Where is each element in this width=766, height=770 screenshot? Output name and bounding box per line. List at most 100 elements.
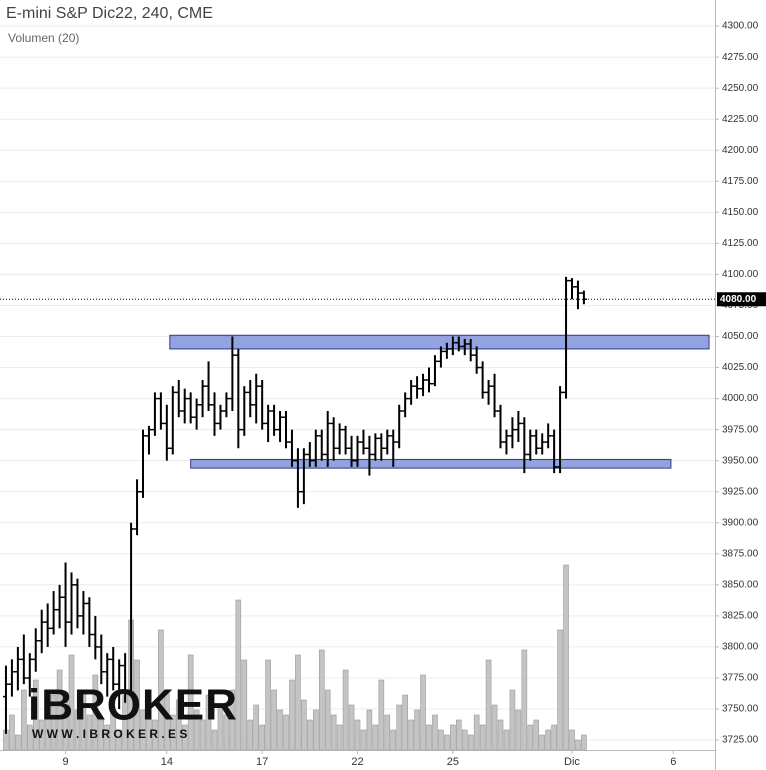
logo: iBROKER bbox=[28, 681, 238, 730]
volume-bar bbox=[38, 719, 45, 751]
volume-bar bbox=[312, 709, 319, 751]
volume-bar bbox=[360, 729, 367, 751]
y-tick-label: 4200.00 bbox=[722, 145, 759, 156]
volume-bar bbox=[503, 729, 510, 751]
volume-bar bbox=[80, 689, 87, 751]
volume-bar bbox=[402, 694, 408, 751]
y-tick-label: 3875.00 bbox=[722, 548, 759, 559]
x-tick-label: 17 bbox=[256, 756, 268, 768]
volume-bar bbox=[461, 729, 468, 751]
volume-bar bbox=[408, 719, 414, 751]
volume-bar bbox=[545, 729, 551, 751]
last-price-label: 4080.00 bbox=[720, 294, 757, 305]
volume-bar bbox=[74, 709, 81, 751]
volume-bar bbox=[116, 729, 122, 751]
volume-bar bbox=[56, 669, 63, 751]
volume-bar bbox=[253, 704, 260, 751]
volume-bar bbox=[301, 699, 307, 751]
x-tick-label: 25 bbox=[447, 756, 459, 768]
volume-bar bbox=[283, 714, 289, 751]
volume-bar bbox=[205, 694, 212, 751]
volume-bar bbox=[241, 659, 248, 751]
y-tick-label: 4300.00 bbox=[722, 21, 759, 32]
y-tick-label: 3750.00 bbox=[722, 704, 759, 715]
y-tick-label: 4000.00 bbox=[722, 393, 759, 404]
volume-bar bbox=[378, 679, 385, 751]
volume-bar bbox=[396, 704, 403, 751]
volume-bar bbox=[21, 689, 27, 751]
volume-bar bbox=[307, 719, 313, 751]
volume-bar bbox=[199, 719, 206, 751]
volume-bar bbox=[497, 719, 504, 751]
volume-bar bbox=[527, 724, 534, 751]
x-tick-label: 6 bbox=[670, 756, 676, 768]
volume-bar bbox=[426, 724, 432, 751]
y-tick-label: 4175.00 bbox=[722, 176, 759, 187]
y-tick-label: 4025.00 bbox=[722, 362, 759, 373]
volume-bar bbox=[247, 719, 254, 751]
volume-bar bbox=[259, 724, 265, 751]
volume-bar bbox=[384, 714, 391, 751]
volume-bar bbox=[44, 704, 51, 751]
volume-bar bbox=[354, 719, 361, 751]
volume-bar bbox=[330, 714, 337, 751]
volume-bar bbox=[158, 629, 164, 751]
y-tick-label: 3950.00 bbox=[722, 455, 759, 466]
volume-bar bbox=[211, 729, 218, 751]
volume-bar bbox=[289, 679, 295, 751]
volume-bar bbox=[450, 724, 456, 751]
volume-bar bbox=[152, 719, 158, 751]
price-layer bbox=[0, 276, 715, 734]
volume-bar bbox=[491, 704, 498, 751]
volume-bar bbox=[521, 649, 528, 751]
y-tick-label: 3900.00 bbox=[722, 517, 759, 528]
volume-bar bbox=[68, 654, 75, 751]
zones-layer bbox=[169, 334, 710, 469]
chart-title: E-mini S&P Dic22, 240, CME bbox=[6, 5, 213, 22]
volume-bar bbox=[366, 709, 373, 751]
volume-bar bbox=[390, 729, 397, 751]
volume-bar bbox=[539, 734, 546, 751]
volume-bar bbox=[277, 709, 283, 751]
volume-bar bbox=[169, 714, 176, 751]
volume-bar bbox=[26, 724, 33, 751]
volume-bar bbox=[265, 659, 271, 751]
x-tick-label: Dic bbox=[564, 756, 580, 768]
volume-bar bbox=[432, 714, 438, 751]
volume-bar bbox=[575, 739, 581, 751]
volume-bar bbox=[581, 734, 587, 751]
volume-bar bbox=[32, 679, 39, 751]
volume-bar bbox=[86, 714, 93, 751]
volume-bar bbox=[342, 669, 349, 751]
volume-bar bbox=[318, 649, 325, 751]
volume-bar bbox=[420, 674, 426, 751]
logo-url: W W W . I B R O K E R . E S bbox=[32, 727, 187, 741]
volume-bar bbox=[485, 659, 492, 751]
volume-bar bbox=[235, 599, 242, 751]
volume-bar bbox=[295, 654, 301, 751]
volume-bar bbox=[372, 724, 379, 751]
volume-bar bbox=[533, 719, 540, 751]
x-tick-label: 14 bbox=[161, 756, 173, 768]
volume-bar bbox=[181, 724, 188, 751]
volume-bar bbox=[223, 714, 230, 751]
volume-bar bbox=[134, 659, 140, 751]
volume-bar bbox=[414, 709, 420, 751]
axis-layer: 3725.00 3750.00 3775.00 3800.00 3825.00 3850.… bbox=[62, 21, 766, 768]
volume-bar bbox=[175, 699, 182, 751]
chart-subtitle: Volumen (20) bbox=[8, 31, 79, 45]
volume-bar bbox=[336, 724, 343, 751]
volume-bar bbox=[515, 709, 522, 751]
volume-bar bbox=[50, 694, 57, 751]
volume-bar bbox=[563, 564, 569, 751]
y-tick-label: 4250.00 bbox=[722, 83, 759, 94]
volume-bar bbox=[455, 719, 462, 751]
y-tick-label: 4225.00 bbox=[722, 114, 759, 125]
volume-bar bbox=[473, 714, 480, 751]
volume-bar bbox=[229, 689, 236, 751]
volume-bar bbox=[271, 689, 277, 751]
volume-bar bbox=[479, 724, 486, 751]
volume-bar bbox=[467, 734, 474, 751]
